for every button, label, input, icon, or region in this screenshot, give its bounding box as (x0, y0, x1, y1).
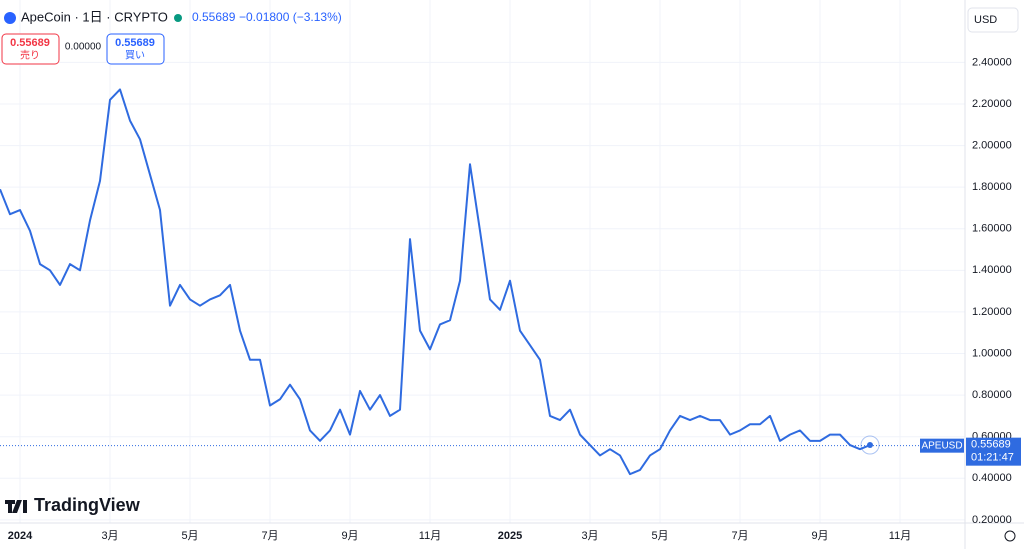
last-point (867, 442, 873, 449)
x-tick-label: 5月 (651, 530, 668, 542)
y-tick-label: 0.40000 (972, 472, 1012, 484)
x-tick-label: 3月 (101, 530, 118, 542)
y-tick-label: 1.80000 (972, 181, 1012, 193)
price-tag-label: 0.55689 (971, 439, 1011, 451)
x-tick-label: 2025 (498, 530, 522, 542)
last-point-halo (860, 435, 880, 455)
logo-mark (5, 500, 27, 513)
currency-button[interactable] (967, 7, 1019, 33)
countdown: 01:21:47 (971, 452, 1014, 464)
price-tag (966, 437, 1021, 466)
sell-price[interactable]: 0.55689 (10, 37, 50, 49)
plot (0, 88, 965, 476)
y-tick-label: 2.40000 (972, 56, 1012, 68)
symbol-tag (920, 438, 964, 453)
x-tick-label: 9月 (811, 530, 828, 542)
x-tick-label: 11月 (889, 530, 911, 542)
last-price: 0.55689 (192, 10, 236, 24)
x-tick-label: 3月 (581, 530, 598, 542)
spread: 0.00000 (65, 42, 102, 53)
y-tick-label: 2.00000 (972, 139, 1012, 151)
status-dot (174, 14, 182, 22)
change: −0.01800 (−3.13%) (239, 10, 342, 24)
logo: TradingView (34, 495, 141, 515)
y-tick-label: 1.60000 (972, 223, 1012, 235)
x-tick-label: 11月 (419, 530, 441, 542)
x-tick-label: 7月 (731, 530, 748, 542)
symbol: ApeCoin · 1日 · CRYPTO (21, 9, 168, 24)
buy-price[interactable]: 0.55689 (115, 37, 155, 49)
sell-label[interactable]: 売り (20, 49, 40, 62)
buy-label[interactable]: 買い (125, 50, 145, 62)
y-tick-label: 1.00000 (972, 347, 1012, 359)
x-tick-label: 7月 (261, 530, 278, 542)
x-tick-label: 9月 (341, 530, 358, 542)
coin-icon (4, 12, 16, 24)
y-tick-label: 2.20000 (972, 98, 1012, 110)
x-tick-label: 5月 (181, 530, 198, 542)
y-tick-label: 0.80000 (972, 389, 1012, 401)
sell-button[interactable] (1, 33, 60, 65)
x-tick-label: 2024 (8, 530, 33, 542)
y-tick-label: 1.20000 (972, 306, 1012, 318)
price-line (0, 88, 871, 476)
y-tick-label: 1.40000 (972, 264, 1012, 276)
buy-button[interactable] (106, 33, 165, 65)
symbol-tag-label: APEUSD (921, 440, 962, 451)
settings-icon[interactable] (1004, 530, 1016, 542)
y-tick-label: 0.20000 (972, 514, 1012, 526)
currency[interactable]: USD (974, 14, 997, 26)
